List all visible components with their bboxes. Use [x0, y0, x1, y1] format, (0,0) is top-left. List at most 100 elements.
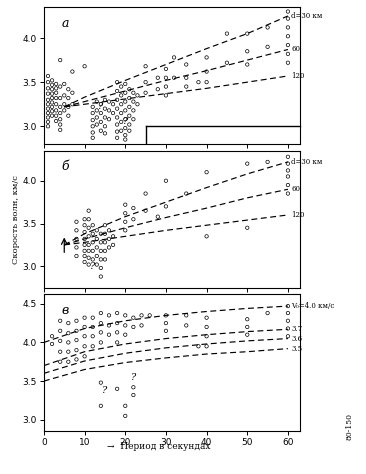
Point [74, 252, 79, 260]
Point [57, 56, 63, 64]
Point [118, 91, 124, 99]
Point [90, 247, 96, 255]
Point [102, 238, 108, 246]
Point [98, 109, 104, 117]
Point [171, 74, 177, 82]
Point [82, 332, 87, 340]
Point [74, 346, 79, 354]
Point [203, 54, 209, 61]
Point [244, 323, 250, 331]
Point [163, 91, 169, 99]
Point [114, 328, 120, 336]
Point [114, 319, 120, 327]
Point [94, 244, 100, 251]
Point [49, 99, 55, 106]
Point [53, 117, 59, 125]
Point [122, 89, 128, 97]
Text: 60: 60 [291, 185, 300, 193]
Point [122, 227, 128, 234]
Text: 3.6: 3.6 [291, 335, 302, 343]
Point [106, 331, 112, 338]
Point [244, 224, 250, 232]
Text: 60: 60 [291, 46, 300, 54]
Point [74, 337, 79, 344]
Point [163, 327, 169, 335]
Point [122, 98, 128, 105]
Point [57, 327, 63, 335]
Point [66, 329, 71, 337]
Point [66, 103, 71, 110]
Point [106, 107, 112, 114]
Point [90, 122, 96, 130]
Text: d=30 км: d=30 км [291, 158, 322, 166]
Point [143, 89, 149, 97]
Point [126, 121, 132, 128]
Point [285, 302, 291, 310]
Text: ?: ? [98, 102, 104, 111]
Point [102, 129, 108, 137]
Point [45, 109, 51, 117]
Point [53, 80, 59, 88]
Point [74, 227, 79, 234]
Point [86, 233, 92, 240]
Point [82, 353, 87, 360]
Point [45, 105, 51, 112]
Point [86, 241, 92, 249]
Point [126, 85, 132, 93]
Point [49, 90, 55, 98]
Point [82, 215, 87, 223]
Point [163, 65, 169, 73]
Point [74, 244, 79, 251]
Point [66, 112, 71, 119]
Point [74, 317, 79, 325]
Text: а: а [62, 17, 69, 30]
Point [94, 227, 100, 234]
Point [45, 122, 51, 130]
Point [57, 109, 63, 117]
Point [122, 80, 128, 88]
Point [143, 190, 149, 197]
Point [66, 338, 71, 346]
Point [139, 322, 145, 329]
Point [285, 190, 291, 197]
Point [203, 323, 209, 331]
Point [163, 319, 169, 327]
Point [90, 116, 96, 124]
Point [126, 103, 132, 110]
Point [135, 100, 141, 108]
Point [98, 100, 104, 108]
Point [285, 8, 291, 15]
Point [285, 160, 291, 167]
Point [114, 309, 120, 317]
Point [122, 311, 128, 319]
Point [114, 128, 120, 136]
Point [203, 68, 209, 75]
Point [86, 224, 92, 232]
Point [90, 128, 96, 136]
Point [285, 32, 291, 40]
Point [118, 127, 124, 135]
Point [143, 78, 149, 86]
Point [98, 127, 104, 135]
Point [82, 314, 87, 321]
Point [155, 85, 161, 93]
Point [285, 309, 291, 317]
Point [70, 89, 75, 97]
Point [130, 204, 136, 212]
Point [82, 343, 87, 350]
Point [106, 227, 112, 234]
Point [285, 325, 291, 332]
Text: 120: 120 [291, 72, 305, 80]
Point [265, 43, 270, 51]
Point [195, 343, 201, 350]
Point [285, 24, 291, 31]
Point [106, 116, 112, 123]
Point [110, 109, 116, 117]
Point [53, 107, 59, 114]
Point [61, 91, 67, 99]
Point [82, 258, 87, 266]
Point [102, 96, 108, 104]
Point [98, 247, 104, 255]
Point [98, 264, 104, 272]
Point [98, 118, 104, 126]
